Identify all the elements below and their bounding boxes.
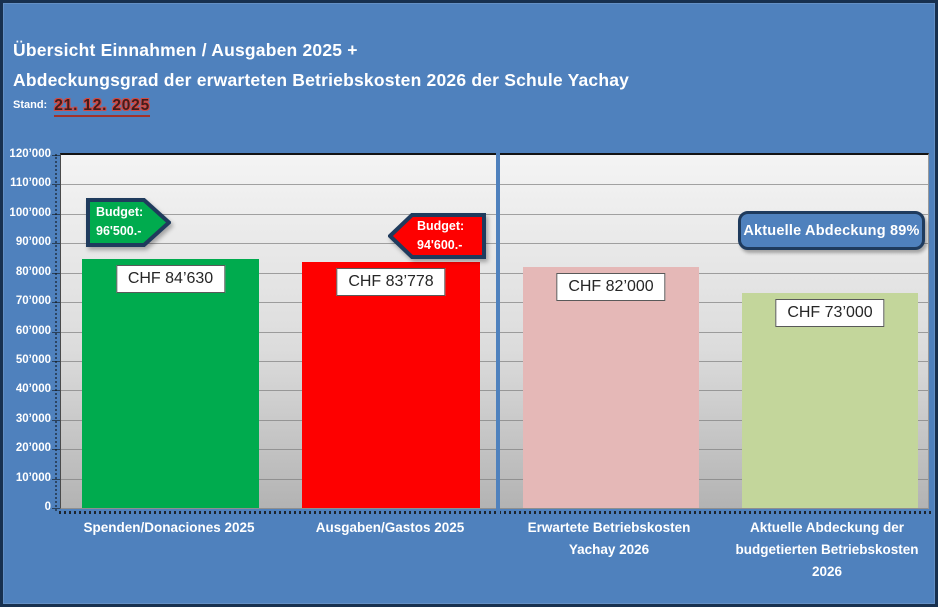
y-tick-label: 60’000 [15, 325, 51, 337]
y-gridline [61, 302, 928, 303]
bar-ausgaben-2025 [302, 262, 480, 508]
x-axis-label: Erwartete Betriebskosten Yachay 2026 [527, 520, 691, 557]
y-tick-mark [52, 332, 60, 333]
y-tick-label: 20’000 [15, 442, 51, 454]
bar-value-label: CHF 73’000 [775, 299, 885, 327]
year-divider-line [496, 152, 500, 516]
budget-arrow-left-shape [388, 213, 486, 259]
y-tick-label: 0 [44, 501, 51, 513]
y-gridline [61, 273, 928, 274]
coverage-annotation: Aktuelle Abdeckung 89% [738, 211, 925, 250]
y-tick-label: 10’000 [15, 472, 51, 484]
bar-value-label: CHF 83’778 [336, 268, 446, 296]
budget-annotation-ausgaben: Budget: 94'600.- [388, 213, 486, 259]
y-tick-mark [52, 214, 60, 215]
y-gridline [61, 449, 928, 450]
y-tick-label: 50’000 [15, 354, 51, 366]
y-tick-mark [52, 361, 60, 362]
y-tick-label: 90’000 [15, 236, 51, 248]
y-tick-label: 40’000 [15, 383, 51, 395]
y-gridline [61, 332, 928, 333]
y-gridline [61, 184, 928, 185]
budget-annotation-text: Budget: 94'600.- [417, 217, 464, 255]
y-tick-label: 30’000 [15, 413, 51, 425]
y-tick-label: 80’000 [15, 266, 51, 278]
y-tick-mark [52, 420, 60, 421]
y-tick-mark [52, 390, 60, 391]
y-tick-mark [52, 243, 60, 244]
y-tick-label: 120’000 [9, 148, 51, 160]
y-gridline [61, 243, 928, 244]
chart-title-line2: Abdeckungsgrad der erwarteten Betriebsko… [13, 70, 630, 90]
y-tick-mark [52, 155, 60, 156]
y-tick-mark [52, 479, 60, 480]
bar-erwartete-betriebskosten-2026 [523, 267, 699, 508]
y-tick-mark [52, 184, 60, 185]
y-tick-mark [52, 302, 60, 303]
budget-label: Budget: [417, 219, 465, 233]
y-tick-label: 70’000 [15, 295, 51, 307]
budget-annotation-text: Budget: 96'500.- [96, 203, 143, 241]
chart-title-line1: Übersicht Einnahmen / Ausgaben 2025 + [13, 40, 358, 60]
y-gridline [61, 361, 928, 362]
y-tick-mark [52, 508, 60, 509]
budget-label: Budget: [96, 205, 144, 219]
bar-abdeckung-2026 [742, 293, 918, 508]
bar-value-label: CHF 82’000 [556, 273, 666, 301]
plot-area: CHF 84’630 CHF 83’778 CHF 82’000 CHF 73’000 [60, 153, 929, 509]
bar-spenden-2025 [82, 259, 259, 508]
stand-row: Stand: 21. 12. 2025 [13, 97, 629, 117]
x-axis-label: Spenden/Donaciones 2025 [83, 520, 255, 535]
budget-value: 96'500.- [96, 224, 142, 238]
y-tick-mark [52, 273, 60, 274]
chart-header: Übersicht Einnahmen / Ausgaben 2025 + Ab… [13, 35, 630, 117]
budget-value: 94'600.- [417, 238, 463, 252]
y-tick-mark [52, 449, 60, 450]
y-tick-label: 110’000 [10, 177, 51, 189]
stand-label: Stand: [13, 99, 48, 111]
y-gridline [61, 390, 928, 391]
budget-arrow-right-shape [86, 198, 171, 247]
bar-value-label: CHF 84’630 [115, 265, 226, 293]
stand-date: 21. 12. 2025 [54, 97, 151, 117]
coverage-text: Aktuelle Abdeckung 89% [743, 222, 920, 239]
budget-annotation-spenden: Budget: 96'500.- [86, 198, 171, 247]
y-gridline [61, 420, 928, 421]
x-axis-label: Ausgaben/Gastos 2025 [315, 520, 465, 535]
y-gridline [61, 214, 928, 215]
x-axis-label: Aktuelle Abdeckung der budgetierten Betr… [735, 520, 919, 579]
y-gridline [61, 479, 928, 480]
y-tick-label: 100’000 [9, 207, 51, 219]
